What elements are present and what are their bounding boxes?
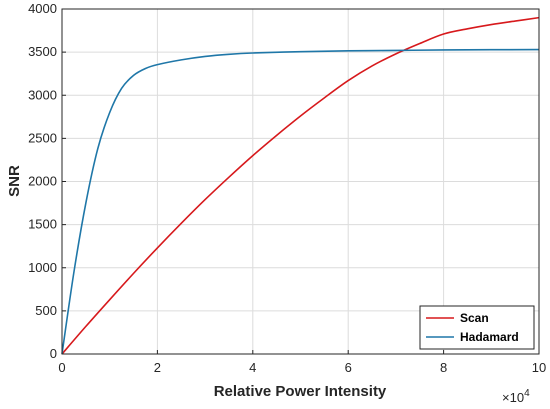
x-exponent-label: ×104 — [502, 388, 530, 405]
y-tick-label: 2000 — [28, 174, 57, 189]
series-lines — [61, 16, 540, 355]
x-tick-label: 6 — [345, 360, 352, 375]
series-line-hadamard — [61, 48, 540, 355]
series-line-scan — [61, 16, 540, 355]
y-tick-label: 3000 — [28, 87, 57, 102]
y-axis-label: SNR — [6, 165, 23, 197]
y-tick-label: 4000 — [28, 1, 57, 16]
y-tick-label: 1500 — [28, 217, 57, 232]
x-tick-label: 0 — [58, 360, 65, 375]
y-tick-label: 2500 — [28, 130, 57, 145]
legend-box — [419, 305, 535, 350]
x-tick-label: 8 — [440, 360, 447, 375]
x-exponent-base: ×10 — [502, 390, 524, 405]
x-exponent-power: 4 — [524, 388, 530, 399]
x-tick-label: 4 — [249, 360, 256, 375]
legend-label-hadamard: Hadamard — [460, 330, 519, 344]
axis-ticks: 0 2 4 6 8 10 0 500 1000 1500 2000 2500 3000 3500 4000 — [28, 1, 546, 375]
x-axis-label: Relative Power Intensity — [214, 383, 387, 400]
y-tick-label: 0 — [50, 346, 57, 361]
legend: Scan Hadamard — [419, 305, 535, 350]
y-tick-label: 1000 — [28, 260, 57, 275]
x-tick-label: 10 — [532, 360, 546, 375]
y-tick-label: 3500 — [28, 44, 57, 59]
y-tick-label: 500 — [35, 303, 57, 318]
legend-label-scan: Scan — [460, 311, 489, 325]
x-tick-label: 2 — [154, 360, 161, 375]
